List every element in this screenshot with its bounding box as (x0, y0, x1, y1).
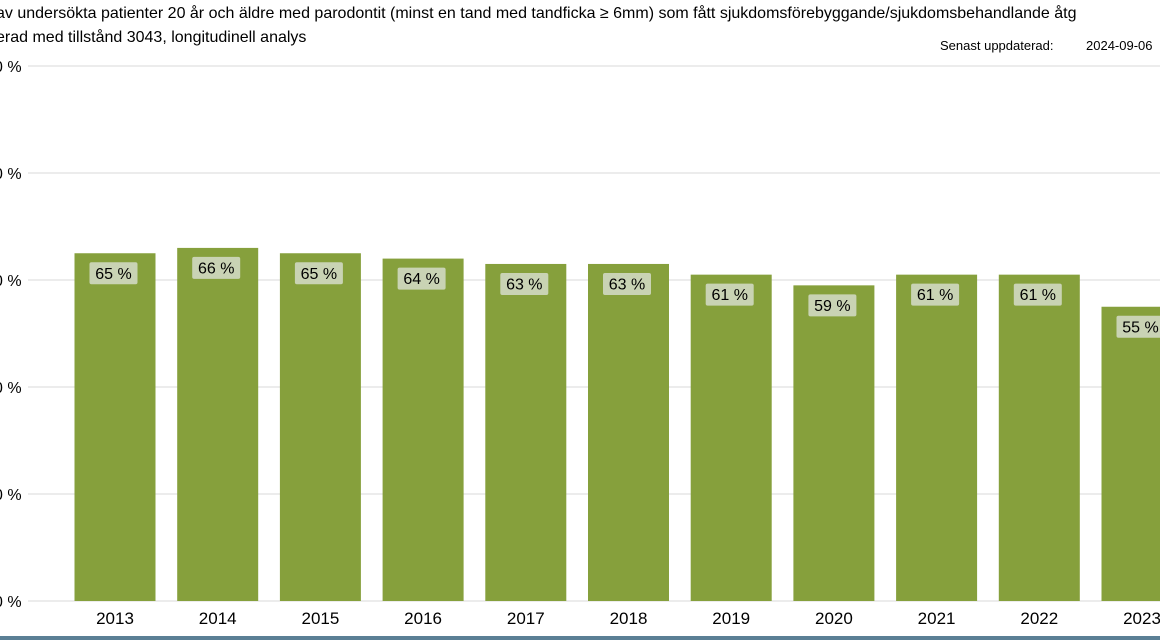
x-tick-label: 2018 (610, 609, 648, 628)
bar (896, 274, 978, 601)
x-tick-label: 2020 (815, 609, 853, 628)
data-label: 61 % (711, 287, 747, 304)
bar (74, 253, 156, 601)
bar (690, 274, 772, 601)
data-label: 65 % (95, 266, 131, 283)
last-updated-label: Senast uppdaterad: (940, 38, 1054, 53)
x-tick-label: 2022 (1020, 609, 1058, 628)
x-tick-label: 2013 (96, 609, 134, 628)
data-label: 63 % (609, 276, 645, 293)
chart-title-line-1: av undersökta patienter 20 år och äldre … (0, 5, 1077, 22)
data-label-background (1116, 315, 1160, 338)
bar (793, 285, 875, 601)
y-tick-label: 0 % (0, 380, 22, 397)
data-label-background (294, 262, 343, 285)
data-label: 61 % (917, 287, 953, 304)
data-label: 61 % (1020, 287, 1056, 304)
x-tick-label: 2016 (404, 609, 442, 628)
bar (1101, 306, 1160, 601)
x-tick-label: 2015 (301, 609, 339, 628)
bar (279, 253, 361, 601)
x-tick-label: 2017 (507, 609, 545, 628)
bar (177, 247, 259, 601)
x-tick-label: 2023 (1123, 609, 1160, 628)
data-label: 64 % (403, 271, 439, 288)
y-tick-label: 0 % (0, 59, 22, 76)
data-label-background (192, 256, 241, 279)
data-label-background (911, 283, 960, 306)
x-tick-label: 2019 (712, 609, 750, 628)
bar (382, 258, 464, 601)
data-label-background (500, 272, 549, 295)
bar (998, 274, 1080, 601)
data-label-background (1013, 283, 1062, 306)
data-label: 59 % (814, 298, 850, 315)
last-updated-date: 2024-09-06 (1086, 38, 1153, 53)
x-tick-label: 2021 (918, 609, 956, 628)
frame-bottom-border (0, 636, 1160, 640)
data-label: 63 % (506, 276, 542, 293)
y-tick-label: 0 % (0, 594, 22, 611)
data-label: 66 % (198, 260, 234, 277)
bar (485, 263, 567, 601)
data-label-background (89, 262, 138, 285)
data-label-background (603, 272, 651, 295)
y-tick-label: 0 % (0, 166, 22, 183)
y-tick-label: 0 % (0, 487, 22, 504)
data-label-background (705, 283, 754, 306)
bar (588, 263, 669, 601)
data-label: 65 % (301, 266, 337, 283)
data-label: 55 % (1122, 319, 1158, 336)
y-tick-label: 0 % (0, 273, 22, 290)
x-tick-label: 2014 (199, 609, 237, 628)
data-label-background (808, 294, 857, 317)
chart-title-line-2: erad med tillstånd 3043, longitudinell a… (0, 29, 307, 46)
data-label-background (397, 267, 446, 290)
